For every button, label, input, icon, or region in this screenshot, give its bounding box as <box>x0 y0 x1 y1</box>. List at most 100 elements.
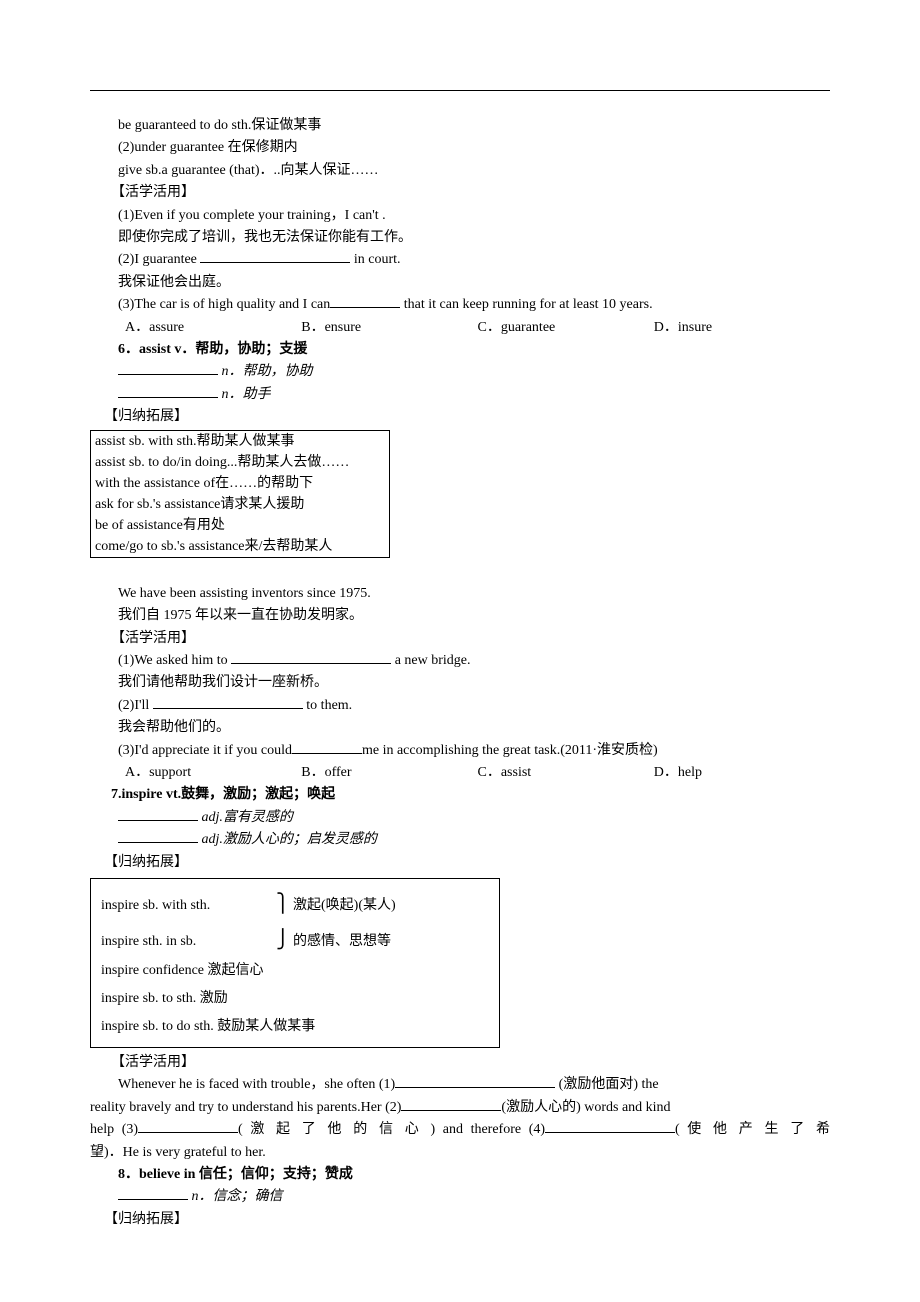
fill-blank[interactable] <box>401 1110 501 1111</box>
exercise-translation: 我会帮助他们的。 <box>90 717 830 739</box>
choice-c[interactable]: C．assist <box>478 762 654 784</box>
inspire-box: inspire sb. with sth.⎫ 激起(唤起)(某人) inspir… <box>90 878 500 1048</box>
text: (3)I'd appreciate it if you could <box>118 743 292 758</box>
section-label: 【活学活用】 <box>90 1052 830 1074</box>
text: 的感情、思想等 <box>293 934 391 949</box>
text: help (3) <box>90 1122 138 1137</box>
text: a new bridge. <box>391 653 470 668</box>
text: (2)I'll <box>118 698 153 713</box>
box-line: inspire sb. with sth.⎫ 激起(唤起)(某人) <box>101 885 489 921</box>
section-label: 【活学活用】 <box>90 628 830 650</box>
subentry: adj.激励人心的；启发灵感的 <box>90 829 830 851</box>
choice-a[interactable]: A．support <box>125 762 301 784</box>
exercise-translation: 即使你完成了培训，我也无法保证你能有工作。 <box>90 227 830 249</box>
heading-7: 7.inspire vt.鼓舞，激励；激起；唤起 <box>90 784 830 806</box>
box-line: inspire sb. to do sth. 鼓励某人做某事 <box>101 1013 489 1041</box>
box-line: inspire sth. in sb.⎭ 的感情、思想等 <box>101 921 489 957</box>
subentry: n．帮助，协助 <box>90 361 830 383</box>
box-line: assist sb. to do/in doing...帮助某人去做…… <box>95 452 385 473</box>
box-line: be of assistance有用处 <box>95 515 385 536</box>
text: n．助手 <box>218 387 271 402</box>
box-line: inspire sb. to sth. 激励 <box>101 985 489 1013</box>
box-line: inspire confidence 激起信心 <box>101 957 489 985</box>
text: . <box>382 208 386 223</box>
fill-blank[interactable] <box>118 397 218 398</box>
fill-blank[interactable] <box>118 374 218 375</box>
text: in court. <box>350 252 400 267</box>
text: (激励人心的) words and kind <box>501 1100 670 1115</box>
text: inspire sth. in sb. <box>101 928 276 956</box>
text: to them. <box>303 698 352 713</box>
choice-b[interactable]: B．offer <box>301 762 477 784</box>
choice-row: A．support B．offer C．assist D．help <box>90 762 830 784</box>
exercise-line: (3)I'd appreciate it if you could me in a… <box>90 740 830 762</box>
text: adj.激励人心的；启发灵感的 <box>198 832 377 847</box>
choice-d[interactable]: D．help <box>654 762 830 784</box>
box-line: come/go to sb.'s assistance来/去帮助某人 <box>95 536 385 557</box>
fill-blank[interactable] <box>395 1087 555 1088</box>
box-line: assist sb. with sth.帮助某人做某事 <box>95 431 385 452</box>
choice-b[interactable]: B．ensure <box>301 317 477 339</box>
brace-icon: ⎭ <box>276 929 290 949</box>
spacer <box>90 560 830 582</box>
text: that it can keep running for at least 10… <box>400 297 652 312</box>
heading-8: 8．believe in 信任；信仰；支持；赞成 <box>90 1164 830 1186</box>
fill-blank[interactable] <box>231 663 391 664</box>
page-top-rule <box>90 90 830 91</box>
fill-blank[interactable] <box>153 708 303 709</box>
text: (1)Even if you complete your training，I … <box>118 208 382 223</box>
exercise-line: reality bravely and try to understand hi… <box>90 1097 830 1119</box>
fill-blank[interactable] <box>118 820 198 821</box>
text: ( 激 起 了 他 的 信 心 ) and therefore (4) <box>238 1122 545 1137</box>
text: (激励他面对) the <box>555 1077 658 1092</box>
text: n．信念；确信 <box>188 1189 283 1204</box>
exercise-line: help (3) ( 激 起 了 他 的 信 心 ) and therefore … <box>90 1119 830 1141</box>
text-line: be guaranteed to do sth.保证做某事 <box>90 115 830 137</box>
section-label: 【归纳拓展】 <box>90 852 830 874</box>
exercise-line: (3)The car is of high quality and I can … <box>90 294 830 316</box>
section-label: 【归纳拓展】 <box>90 1209 830 1231</box>
subentry: adj.富有灵感的 <box>90 807 830 829</box>
exercise-line: (2)I guarantee in court. <box>90 249 830 271</box>
fill-blank[interactable] <box>545 1132 675 1133</box>
text: reality bravely and try to understand hi… <box>90 1100 401 1115</box>
fill-blank[interactable] <box>200 262 350 263</box>
fill-blank[interactable] <box>118 1199 188 1200</box>
choice-row: A．assure B．ensure C．guarantee D．insure <box>90 317 830 339</box>
exercise-translation: 我保证他会出庭。 <box>90 272 830 294</box>
fill-blank[interactable] <box>138 1132 238 1133</box>
subentry: n．信念；确信 <box>90 1186 830 1208</box>
choice-d[interactable]: D．insure <box>654 317 830 339</box>
fill-blank[interactable] <box>292 753 362 754</box>
text: me in accomplishing the great task.(2011… <box>362 743 658 758</box>
text: n．帮助，协助 <box>218 364 313 379</box>
text: adj.富有灵感的 <box>198 810 293 825</box>
example-en: We have been assisting inventors since 1… <box>90 583 830 605</box>
text-line: (2)under guarantee 在保修期内 <box>90 137 830 159</box>
text: (2)I guarantee <box>118 252 200 267</box>
fill-blank[interactable] <box>330 307 400 308</box>
section-label: 【活学活用】 <box>90 182 830 204</box>
text: (1)We asked him to <box>118 653 231 668</box>
box-line: with the assistance of在……的帮助下 <box>95 473 385 494</box>
text: 激起(唤起)(某人) <box>293 898 396 913</box>
exercise-line: (1)Even if you complete your training，I … <box>90 205 830 227</box>
exercise-line: (1)We asked him to a new bridge. <box>90 650 830 672</box>
text: Whenever he is faced with trouble，she of… <box>118 1077 395 1092</box>
text: (3)The car is of high quality and I can <box>118 297 330 312</box>
text: ( 使 他 产 生 了 希 <box>675 1122 830 1137</box>
exercise-translation: 我们请他帮助我们设计一座新桥。 <box>90 672 830 694</box>
summary-box: assist sb. with sth.帮助某人做某事 assist sb. t… <box>90 430 390 558</box>
choice-a[interactable]: A．assure <box>125 317 301 339</box>
exercise-line: 望)．He is very grateful to her. <box>90 1142 830 1164</box>
text: inspire sb. with sth. <box>101 892 276 920</box>
choice-c[interactable]: C．guarantee <box>478 317 654 339</box>
exercise-line: (2)I'll to them. <box>90 695 830 717</box>
box-line: ask for sb.'s assistance请求某人援助 <box>95 494 385 515</box>
brace-icon: ⎫ <box>276 893 290 913</box>
exercise-line: Whenever he is faced with trouble，she of… <box>90 1074 830 1096</box>
fill-blank[interactable] <box>118 842 198 843</box>
example-cn: 我们自 1975 年以来一直在协助发明家。 <box>90 605 830 627</box>
heading-6: 6．assist v．帮助，协助；支援 <box>90 339 830 361</box>
text-line: give sb.a guarantee (that)．..向某人保证…… <box>90 160 830 182</box>
